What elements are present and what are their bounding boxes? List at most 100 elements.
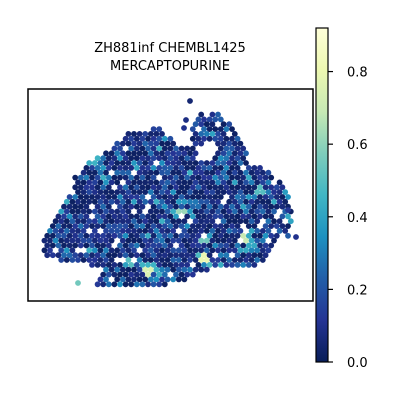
spot: [153, 189, 160, 196]
spot: [142, 169, 149, 176]
spot: [268, 184, 275, 191]
spot: [248, 218, 255, 225]
spot: [125, 140, 132, 147]
spot: [220, 237, 227, 244]
spot: [195, 223, 202, 230]
spot: [206, 203, 213, 210]
spot: [201, 242, 207, 249]
spot: [150, 165, 157, 171]
spot: [237, 247, 244, 254]
spot: [187, 247, 193, 254]
spot: [209, 179, 216, 186]
spot: [122, 223, 129, 230]
spot: [89, 242, 95, 249]
spot: [282, 228, 289, 234]
spot: [66, 232, 73, 239]
spot: [206, 116, 213, 123]
spot: [164, 179, 171, 186]
spot: [83, 174, 90, 181]
spot: [203, 169, 210, 176]
spot: [262, 223, 269, 230]
spot: [77, 213, 84, 220]
spot: [217, 145, 224, 152]
spot: [89, 165, 95, 171]
spot: [94, 223, 101, 230]
spot: [131, 247, 137, 254]
spot: [181, 257, 188, 263]
spot: [58, 257, 65, 263]
spot: [72, 223, 79, 230]
spot: [111, 271, 118, 278]
spot: [234, 145, 241, 152]
spot: [142, 218, 149, 225]
spot: [237, 150, 244, 157]
spot: [150, 262, 157, 268]
spot: [161, 184, 168, 191]
spot: [195, 242, 202, 249]
spot: [187, 198, 193, 205]
spot: [147, 198, 154, 205]
spot: [257, 165, 263, 171]
spot: [229, 262, 235, 268]
spot: [55, 242, 62, 249]
spot: [259, 208, 266, 215]
spot: [251, 242, 258, 249]
spot: [108, 237, 115, 244]
spot: [187, 179, 193, 186]
spot: [259, 189, 266, 196]
spot: [195, 252, 202, 259]
spot: [94, 242, 101, 249]
spot: [150, 232, 157, 239]
spot: [209, 198, 216, 205]
spot: [111, 174, 118, 181]
spot: [156, 165, 163, 171]
spot: [220, 257, 227, 263]
spot: [114, 198, 121, 205]
spot: [175, 208, 182, 215]
spot: [192, 140, 199, 147]
spot: [268, 174, 275, 181]
spot: [234, 184, 241, 191]
spot: [212, 174, 219, 181]
spot: [139, 184, 146, 191]
spot: [91, 198, 98, 205]
spot: [153, 208, 160, 215]
spot: [164, 276, 171, 283]
spot: [262, 194, 269, 200]
spot: [153, 237, 160, 244]
colorbar: 0.0 0.2 0.4 0.6 0.8: [315, 27, 368, 371]
spot: [97, 169, 104, 176]
spot: [139, 281, 146, 288]
spot: [119, 276, 126, 283]
spot: [105, 194, 112, 200]
spot: [167, 252, 174, 259]
spot: [189, 203, 196, 210]
spot: [139, 174, 146, 181]
spot: [145, 262, 151, 268]
spot: [192, 169, 199, 176]
spot: [223, 203, 230, 210]
spot: [251, 203, 258, 210]
spot: [136, 140, 143, 147]
colorbar-ticks: 0.0 0.2 0.4 0.6 0.8: [328, 66, 368, 371]
spot: [203, 179, 210, 186]
spot: [131, 140, 137, 147]
spot: [159, 237, 165, 244]
spot: [128, 281, 135, 288]
spot: [80, 208, 87, 215]
spot: [55, 232, 62, 239]
spot: [237, 228, 244, 234]
spot: [69, 228, 76, 234]
spot: [198, 198, 205, 205]
spot: [206, 223, 213, 230]
spot: [119, 228, 126, 234]
spot: [114, 208, 121, 215]
spot: [103, 160, 109, 166]
spot: [184, 145, 191, 152]
spot: [243, 218, 249, 225]
spot: [131, 276, 137, 283]
spot: [139, 203, 146, 210]
spot: [170, 179, 177, 186]
spot: [89, 223, 95, 230]
spot: [231, 208, 238, 215]
